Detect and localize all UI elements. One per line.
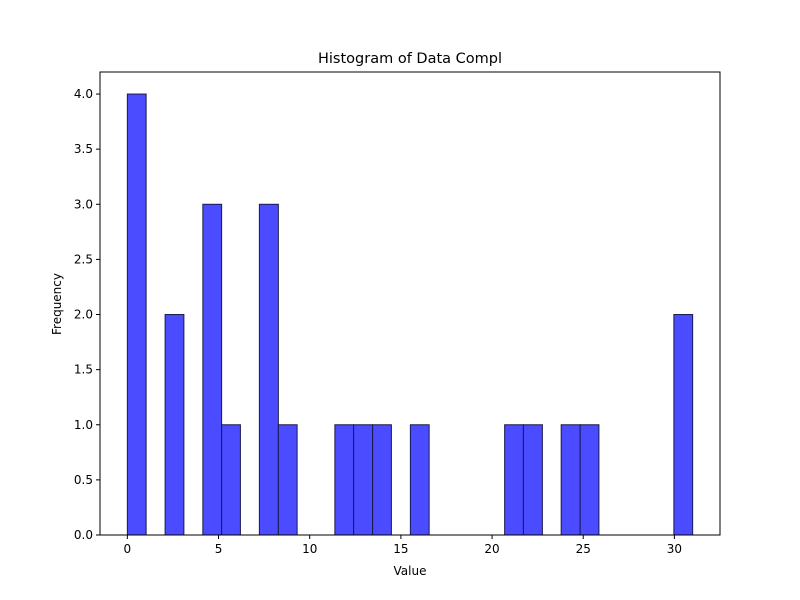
histogram-bar	[202, 203, 223, 536]
y-tick-label: 1.0	[74, 418, 93, 432]
bars-layer	[126, 93, 694, 536]
histogram-bar	[277, 424, 298, 536]
y-tick-label: 3.0	[74, 197, 93, 211]
x-tick-label: 5	[215, 542, 223, 556]
histogram-bar	[560, 424, 581, 536]
histogram-bar	[221, 424, 241, 536]
x-tick-label: 0	[124, 542, 132, 556]
histogram-bar	[353, 424, 374, 536]
y-tick-label: 2.5	[74, 252, 93, 266]
y-tick-label: 0.5	[74, 473, 93, 487]
x-tick-label: 20	[484, 542, 499, 556]
histogram-bar	[164, 314, 185, 536]
y-tick-label: 0.0	[74, 528, 93, 542]
y-axis-ticks: 0.0 0.5 1.0 1.5 2.0 2.5 3.0 3.5 4.0	[74, 87, 100, 542]
histogram-bar	[334, 424, 355, 536]
histogram-bar	[673, 314, 694, 536]
histogram-bar	[504, 424, 524, 536]
y-tick-label: 1.5	[74, 363, 93, 377]
x-tick-label: 25	[576, 542, 591, 556]
histogram-bar	[258, 203, 279, 536]
histogram-bar	[522, 424, 543, 536]
y-tick-label: 4.0	[74, 87, 93, 101]
histogram-bar	[409, 424, 430, 536]
y-tick-label: 3.5	[74, 142, 93, 156]
y-tick-label: 2.0	[74, 308, 93, 322]
x-tick-label: 15	[393, 542, 408, 556]
x-tick-label: 30	[667, 542, 682, 556]
plot-frame	[99, 71, 721, 536]
histogram-bar	[579, 424, 600, 536]
chart-title: Histogram of Data Compl	[318, 51, 502, 67]
x-axis-label: Value	[394, 564, 427, 578]
y-axis-label: Frequency	[50, 273, 64, 335]
x-axis-ticks: 0 5 10 15 20 25 30	[124, 535, 682, 556]
histogram-bar	[372, 424, 392, 536]
x-tick-label: 10	[302, 542, 317, 556]
histogram-bar	[126, 93, 147, 536]
